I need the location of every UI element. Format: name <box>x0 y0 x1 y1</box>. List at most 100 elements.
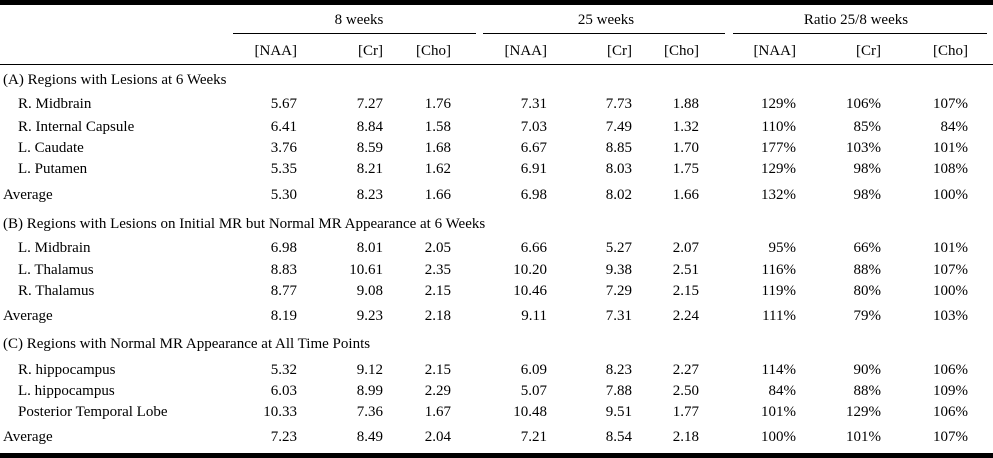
table-cell: 85% <box>853 119 882 135</box>
average-cell: 2.18 <box>424 308 451 324</box>
row-label: L. Caudate <box>18 140 84 156</box>
table-cell: 2.15 <box>424 362 451 378</box>
table-cell: 5.32 <box>270 362 297 378</box>
average-cell: 5.30 <box>270 187 297 203</box>
table-cell: 2.07 <box>672 240 699 256</box>
row-label: L. Thalamus <box>18 262 94 278</box>
table-cell: 2.29 <box>424 383 451 399</box>
table-cell: 1.67 <box>424 404 451 420</box>
table-cell: 1.62 <box>424 161 451 177</box>
table-cell: 84% <box>940 119 969 135</box>
column-header: [NAA] <box>753 43 797 59</box>
table-cell: 90% <box>853 362 882 378</box>
table-cell: 5.27 <box>605 240 632 256</box>
average-cell: 107% <box>933 429 968 445</box>
table-cell: 6.91 <box>520 161 547 177</box>
column-group-header: 25 weeks <box>577 12 635 28</box>
table-cell: 7.03 <box>520 119 547 135</box>
table-cell: 84% <box>768 383 797 399</box>
table-cell: 6.41 <box>270 119 297 135</box>
table-cell: 8.03 <box>605 161 632 177</box>
average-cell: 101% <box>846 429 881 445</box>
table-cell: 101% <box>933 240 968 256</box>
average-cell: 8.23 <box>356 187 383 203</box>
table-cell: 8.83 <box>270 262 297 278</box>
column-header: [Cho] <box>416 43 451 59</box>
average-cell: 79% <box>853 308 882 324</box>
row-label: L. Midbrain <box>18 240 91 256</box>
table-cell: 1.88 <box>672 96 699 112</box>
table-cell: 6.03 <box>270 383 297 399</box>
average-cell: 9.11 <box>521 308 547 324</box>
column-group-header: 8 weeks <box>334 12 384 28</box>
table-cell: 88% <box>853 383 882 399</box>
table-cell: 8.23 <box>605 362 632 378</box>
column-header: [Cho] <box>664 43 699 59</box>
column-header: [NAA] <box>254 43 298 59</box>
table-cell: 103% <box>846 140 881 156</box>
table-cell: 3.76 <box>270 140 297 156</box>
table-cell: 10.46 <box>513 283 547 299</box>
table-cell: 98% <box>853 161 882 177</box>
average-cell: 1.66 <box>672 187 699 203</box>
table-cell: 1.70 <box>672 140 699 156</box>
table-cell: 116% <box>761 262 796 278</box>
section-title: (A) Regions with Lesions at 6 Weeks <box>3 72 227 88</box>
row-label: L. Putamen <box>18 161 88 177</box>
row-label: L. hippocampus <box>18 383 115 399</box>
average-cell: 100% <box>933 187 968 203</box>
table-cell: 108% <box>933 161 968 177</box>
table-cell: 5.07 <box>520 383 547 399</box>
average-cell: 8.19 <box>270 308 297 324</box>
table-cell: 2.35 <box>424 262 451 278</box>
row-label: R. Internal Capsule <box>18 119 135 135</box>
column-header: [NAA] <box>504 43 548 59</box>
table-cell: 10.61 <box>349 262 383 278</box>
table-cell: 7.29 <box>605 283 632 299</box>
table-cell: 9.12 <box>356 362 383 378</box>
table-cell: 106% <box>846 96 881 112</box>
table-cell: 2.15 <box>672 283 699 299</box>
table-cell: 7.27 <box>356 96 383 112</box>
average-cell: 100% <box>761 429 796 445</box>
average-cell: 7.23 <box>270 429 297 445</box>
table-cell: 119% <box>761 283 796 299</box>
table-cell: 66% <box>853 240 882 256</box>
table-cell: 8.99 <box>356 383 383 399</box>
table-cell: 8.59 <box>356 140 383 156</box>
table-cell: 101% <box>933 140 968 156</box>
bottom-rule <box>0 453 993 458</box>
column-group-header: Ratio 25/8 weeks <box>803 12 909 28</box>
average-cell: 7.21 <box>520 429 547 445</box>
table-cell: 129% <box>761 161 796 177</box>
table-cell: 114% <box>761 362 796 378</box>
table-cell: 5.67 <box>270 96 297 112</box>
table-cell: 6.09 <box>520 362 547 378</box>
table-cell: 110% <box>761 119 796 135</box>
table-cell: 109% <box>933 383 968 399</box>
average-cell: 9.23 <box>356 308 383 324</box>
average-cell: 8.54 <box>605 429 632 445</box>
average-cell: 111% <box>762 308 796 324</box>
table-cell: 1.68 <box>424 140 451 156</box>
top-rule <box>0 0 993 5</box>
table-cell: 6.67 <box>520 140 547 156</box>
row-label: R. Midbrain <box>18 96 92 112</box>
table-cell: 106% <box>933 404 968 420</box>
column-header: [Cho] <box>933 43 968 59</box>
table-cell: 10.33 <box>263 404 297 420</box>
table-cell: 100% <box>933 283 968 299</box>
group-underline-1 <box>233 33 476 34</box>
average-cell: 98% <box>853 187 882 203</box>
table-cell: 129% <box>846 404 881 420</box>
group-underline-3 <box>733 33 987 34</box>
table-cell: 8.01 <box>356 240 383 256</box>
table-cell: 1.75 <box>672 161 699 177</box>
average-cell: 103% <box>933 308 968 324</box>
table-cell: 88% <box>853 262 882 278</box>
average-cell: 8.02 <box>605 187 632 203</box>
table-cell: 95% <box>768 240 797 256</box>
average-label: Average <box>3 429 53 445</box>
table-cell: 107% <box>933 96 968 112</box>
table-cell: 1.76 <box>424 96 451 112</box>
